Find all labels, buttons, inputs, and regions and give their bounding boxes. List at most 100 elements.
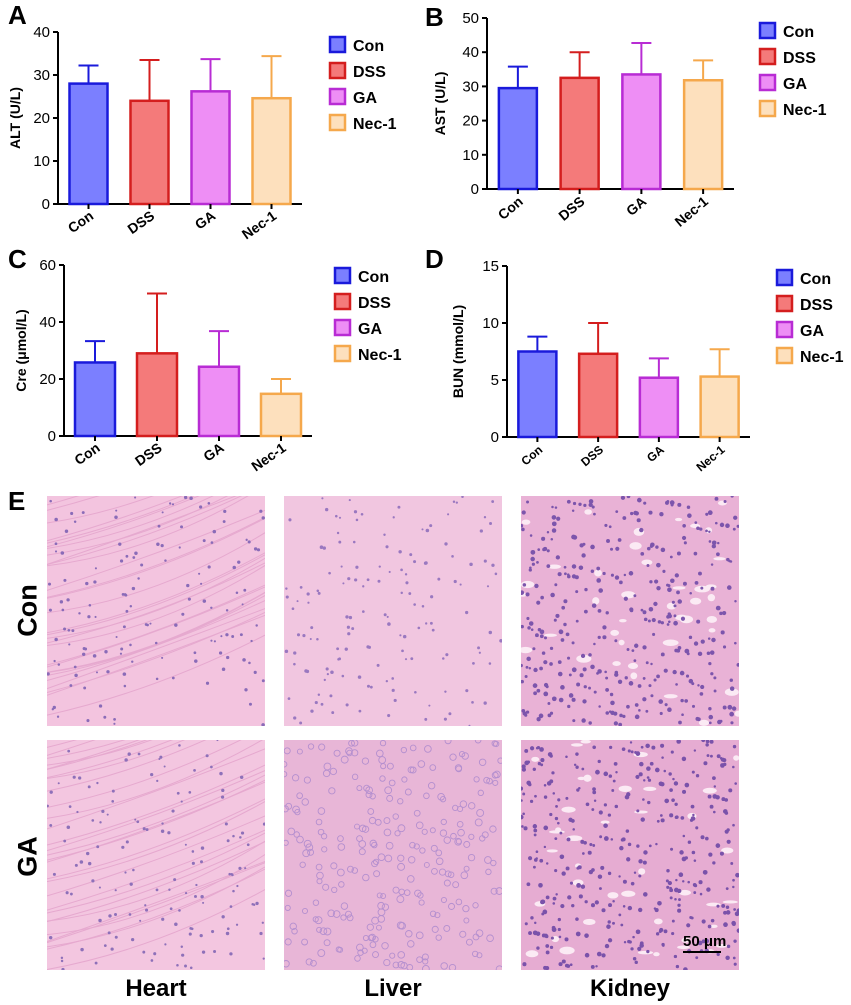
column-label-kidney: Kidney <box>589 975 670 1002</box>
bar-nec-1 <box>682 78 724 191</box>
x-tick-label: DSS <box>124 207 157 237</box>
legend-swatch <box>775 294 794 313</box>
legend-swatch <box>758 99 777 118</box>
x-tick-label: GA <box>644 442 667 465</box>
column-label-liver: Liver <box>364 975 422 1002</box>
histology-con-kidney <box>521 496 739 726</box>
x-tick-label: Con <box>71 439 102 468</box>
y-tick-label: 0 <box>42 196 50 213</box>
legend-label: Nec-1 <box>783 102 827 119</box>
histology-con-liver-texture <box>284 496 502 726</box>
x-tick-label: GA <box>192 207 218 232</box>
scale-bar-line <box>683 951 721 953</box>
y-tick-label: 30 <box>33 67 50 84</box>
x-tick-label: Con <box>65 207 96 236</box>
x-tick-label: DSS <box>578 443 606 470</box>
x-tick-label: GA <box>200 439 226 464</box>
bar-charts-canvas: 0 10 20 30 40 ALT (U/L) Con DSS GA Nec-1 Con DSS GA N… <box>7 10 844 474</box>
bar-dss <box>135 352 179 438</box>
y-tick-label: 0 <box>48 428 56 445</box>
bar-con <box>517 350 558 439</box>
y-axis-label: AST (U/L) <box>432 72 448 136</box>
y-tick-label: 0 <box>471 181 479 198</box>
panel-label-e: E <box>8 486 26 516</box>
y-tick-label: 0 <box>491 429 499 446</box>
x-tick-label: GA <box>623 193 649 219</box>
legend-label: Con <box>783 24 814 41</box>
histology-ga-kidney <box>521 740 739 970</box>
y-tick-label: 50 <box>462 10 479 27</box>
legend-label: DSS <box>783 50 816 67</box>
legend-label: Con <box>800 271 831 288</box>
legend-label: DSS <box>353 64 386 81</box>
x-tick-label: Con <box>518 443 545 469</box>
chart-c: 0 20 40 60 Cre (μmol/L) Con DSS GA Nec-1 Con DSS GA… <box>13 257 402 474</box>
legend-swatch <box>333 344 352 363</box>
bar-dss <box>577 352 619 439</box>
legend-swatch <box>758 21 777 40</box>
legend-swatch <box>775 268 794 287</box>
legend-swatch <box>775 346 794 365</box>
y-tick-label: 40 <box>462 44 479 61</box>
y-tick-label: 10 <box>482 315 499 332</box>
histology-con-heart <box>47 496 265 726</box>
histology-con-kidney-texture <box>521 496 739 726</box>
bar-con <box>68 82 109 206</box>
legend-label: Nec-1 <box>800 349 844 366</box>
y-tick-label: 20 <box>462 113 479 130</box>
y-tick-label: 40 <box>33 24 50 41</box>
row-label-ga: GA <box>12 836 43 877</box>
y-axis-label: Cre (μmol/L) <box>13 309 29 391</box>
y-tick-label: 20 <box>39 371 56 388</box>
y-tick-label: 15 <box>482 258 499 275</box>
panel-label-a: A <box>8 0 27 30</box>
histology-con-liver <box>284 496 502 726</box>
x-tick-label: Nec-1 <box>239 207 280 242</box>
legend-swatch <box>328 35 347 54</box>
panel-label-c: C <box>8 244 27 274</box>
x-tick-label: DSS <box>555 193 587 224</box>
panel-label-d: D <box>425 244 444 274</box>
y-tick-label: 60 <box>39 257 56 274</box>
bar-nec-1 <box>699 375 740 439</box>
bar-dss <box>129 99 170 206</box>
bar-ga <box>621 73 662 191</box>
legend-swatch <box>333 266 352 285</box>
y-tick-label: 40 <box>39 314 56 331</box>
row-label-con: Con <box>12 584 43 637</box>
legend-label: GA <box>800 323 824 340</box>
y-axis-label: BUN (mmol/L) <box>450 305 466 398</box>
legend-label: Con <box>353 38 384 55</box>
bar-dss <box>559 76 600 191</box>
y-tick-label: 10 <box>33 153 50 170</box>
legend-swatch <box>333 318 352 337</box>
legend-swatch <box>758 47 777 66</box>
legend-label: Con <box>358 269 389 286</box>
bar-nec-1 <box>251 96 292 206</box>
y-tick-label: 10 <box>462 147 479 164</box>
y-tick-label: 5 <box>491 372 499 389</box>
legend-label: GA <box>783 76 807 93</box>
legend-swatch <box>775 320 794 339</box>
legend-label: Nec-1 <box>353 116 397 133</box>
legend-label: DSS <box>800 297 833 314</box>
x-tick-label: Nec-1 <box>248 439 289 474</box>
histology-ga-heart <box>47 740 265 970</box>
bar-nec-1 <box>259 392 303 438</box>
y-tick-label: 20 <box>33 110 50 127</box>
y-axis-label: ALT (U/L) <box>7 87 23 149</box>
x-tick-label: DSS <box>132 439 165 469</box>
chart-b: 0 10 20 30 40 50 AST (U/L) Con DSS GA Nec-1 Con DSS G… <box>432 10 827 230</box>
legend-swatch <box>758 73 777 92</box>
column-label-heart: Heart <box>125 975 187 1002</box>
chart-a: 0 10 20 30 40 ALT (U/L) Con DSS GA Nec-1 Con DSS GA N… <box>7 24 397 242</box>
x-tick-label: Con <box>495 193 526 223</box>
legend-label: GA <box>358 321 382 338</box>
chart-d: 0 5 10 15 BUN (mmol/L) Con DSS GA Nec-1 Con DSS GA N… <box>450 258 844 474</box>
legend-label: DSS <box>358 295 391 312</box>
histology-ga-liver <box>284 740 502 970</box>
panel-label-b: B <box>425 2 444 32</box>
x-tick-label: Nec-1 <box>694 442 728 474</box>
bar-con <box>73 361 117 438</box>
histology-ga-liver-texture <box>284 740 502 970</box>
